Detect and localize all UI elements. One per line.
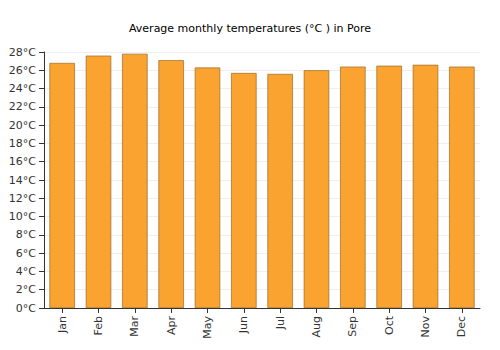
- svg-text:4°C: 4°C: [16, 265, 36, 278]
- svg-text:28°C: 28°C: [9, 46, 36, 59]
- svg-text:Average monthly temperatures (: Average monthly temperatures (°C ) in Po…: [129, 22, 371, 35]
- svg-text:Nov: Nov: [419, 316, 432, 338]
- svg-text:Sep: Sep: [346, 316, 359, 337]
- svg-text:Apr: Apr: [165, 316, 178, 336]
- svg-text:Oct: Oct: [383, 315, 396, 335]
- svg-text:12°C: 12°C: [9, 192, 36, 205]
- svg-text:Jul: Jul: [274, 316, 287, 330]
- svg-text:Dec: Dec: [455, 316, 468, 337]
- svg-text:Jan: Jan: [56, 316, 69, 334]
- svg-text:14°C: 14°C: [9, 174, 36, 187]
- svg-text:20°C: 20°C: [9, 119, 36, 132]
- svg-text:24°C: 24°C: [9, 82, 36, 95]
- svg-text:Mar: Mar: [128, 316, 141, 337]
- svg-text:6°C: 6°C: [16, 247, 36, 260]
- svg-text:8°C: 8°C: [16, 228, 36, 241]
- svg-text:10°C: 10°C: [9, 210, 36, 223]
- svg-text:Jun: Jun: [237, 316, 250, 334]
- svg-text:May: May: [201, 316, 214, 339]
- svg-text:0°C: 0°C: [16, 302, 36, 315]
- svg-text:Aug: Aug: [310, 316, 323, 337]
- svg-text:16°C: 16°C: [9, 155, 36, 168]
- svg-text:26°C: 26°C: [9, 64, 36, 77]
- svg-text:2°C: 2°C: [16, 283, 36, 296]
- svg-text:Feb: Feb: [92, 316, 105, 335]
- svg-text:18°C: 18°C: [9, 137, 36, 150]
- svg-text:22°C: 22°C: [9, 100, 36, 113]
